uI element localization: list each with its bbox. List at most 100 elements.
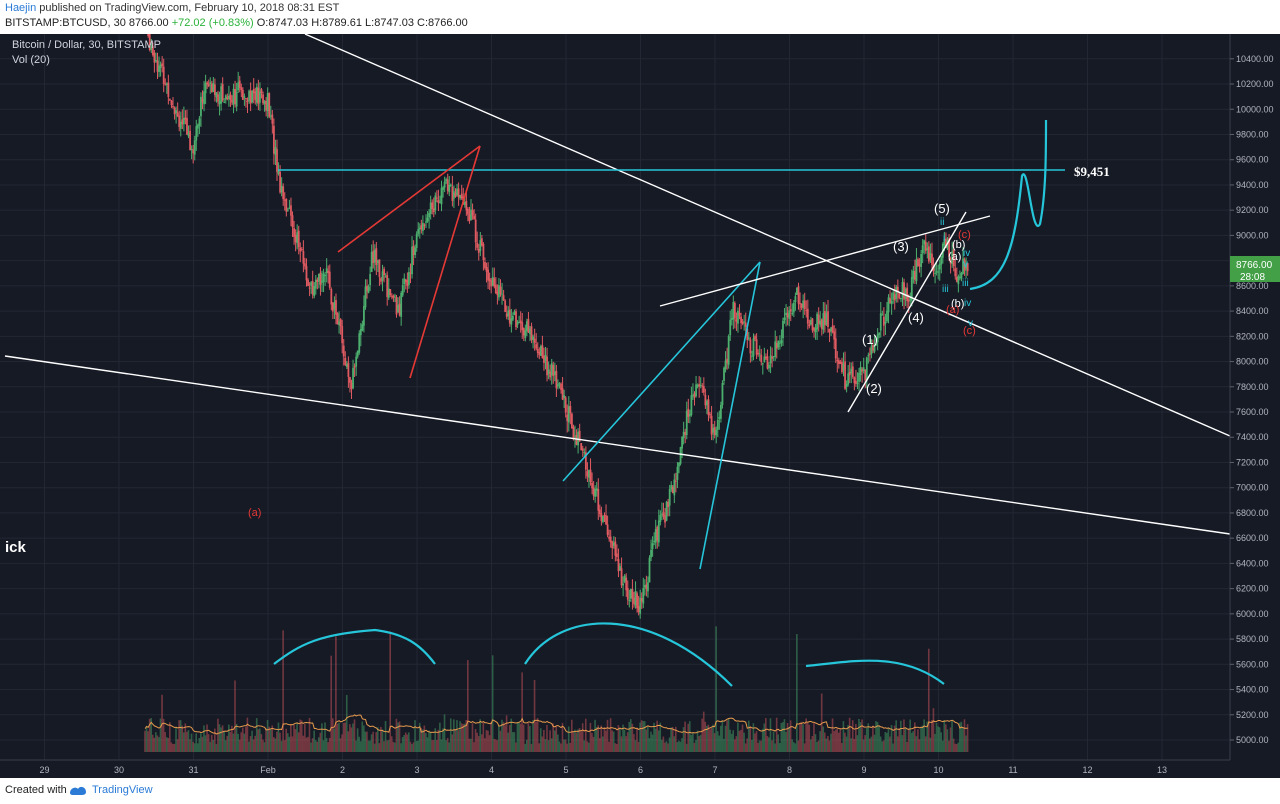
volume-bar — [763, 723, 766, 752]
tradingview-brand-link[interactable]: TradingView — [92, 784, 153, 796]
volume-bar — [636, 727, 638, 752]
volume-bar — [274, 738, 277, 752]
candle-body — [369, 274, 372, 286]
volume-bar — [243, 733, 246, 752]
time-axis-panel — [0, 760, 1280, 778]
candle-body — [311, 281, 314, 295]
candle-body — [487, 269, 489, 281]
candle-body — [920, 253, 923, 268]
candle-body — [262, 94, 264, 104]
candle-body — [496, 291, 499, 296]
candle-body — [872, 344, 874, 351]
candle-body — [286, 209, 289, 211]
price-tick-label: 10000.00 — [1236, 104, 1274, 114]
volume-bar — [296, 723, 298, 752]
candle-body — [356, 350, 359, 357]
volume-bar — [581, 723, 584, 752]
volume-bar — [828, 740, 831, 752]
candle-body — [159, 64, 162, 68]
volume-bar — [557, 734, 559, 752]
candle-body — [878, 332, 881, 335]
volume-bar — [546, 724, 548, 752]
volume-bar — [847, 725, 849, 752]
volume-bar — [305, 737, 308, 752]
candle-body — [276, 149, 278, 172]
volume-bar — [802, 724, 804, 752]
candle-body — [522, 328, 525, 336]
candle-body — [218, 101, 221, 105]
candle-body — [155, 60, 157, 62]
candle-body — [661, 513, 663, 515]
volume-bar — [144, 730, 146, 752]
candle-body — [749, 339, 752, 354]
volume-bar — [733, 739, 736, 752]
time-tick-label: Feb — [260, 765, 276, 775]
volume-bar — [772, 731, 775, 752]
candle-body — [308, 287, 311, 289]
volume-bar — [394, 742, 396, 752]
volume-bar — [539, 728, 542, 752]
candle-body — [914, 270, 916, 280]
wave-label: iii — [962, 278, 969, 289]
volume-bar — [353, 719, 356, 752]
candle-body — [594, 488, 597, 497]
volume-bar — [929, 737, 932, 752]
candle-body — [620, 568, 623, 586]
volume-bar — [431, 740, 433, 752]
candle-body — [844, 361, 846, 389]
candle-body — [195, 126, 198, 141]
volume-bar — [851, 720, 854, 752]
volume-bar — [418, 722, 421, 752]
author-link[interactable]: Haejin — [5, 2, 37, 14]
volume-bar — [300, 720, 303, 752]
candle-body — [765, 356, 767, 359]
footer: Created with TradingView — [0, 778, 1280, 804]
volume-bar — [314, 740, 317, 752]
candle-body — [591, 482, 593, 489]
candle-body — [682, 431, 685, 439]
volume-bar — [414, 720, 416, 752]
volume-bar — [406, 734, 409, 752]
volume-bar — [218, 724, 221, 752]
time-tick-label: 12 — [1082, 765, 1092, 775]
volume-bar — [650, 731, 652, 752]
volume-bar — [283, 740, 286, 752]
volume-bar — [743, 732, 745, 752]
time-tick-label: 11 — [1008, 765, 1017, 775]
wave-label: (4) — [908, 310, 924, 325]
volume-bar — [237, 733, 239, 752]
volume-bar — [456, 720, 458, 752]
volume-bar — [685, 743, 688, 752]
candle-body — [845, 383, 848, 388]
volume-bar — [845, 736, 848, 752]
candle-body — [507, 310, 510, 317]
volume-bar — [941, 740, 944, 752]
volume-bar — [198, 738, 201, 752]
candle-body — [240, 87, 243, 90]
volume-bar — [575, 732, 578, 752]
candle-body — [951, 251, 954, 265]
candle-body — [285, 198, 288, 212]
candle-body — [678, 462, 680, 467]
candle-body — [468, 214, 471, 221]
candle-body — [667, 501, 670, 508]
volume-bar — [873, 734, 876, 752]
volume-bar — [482, 722, 485, 752]
volume-bar — [757, 742, 759, 752]
wave-label: (b) — [951, 298, 964, 310]
volume-bar — [400, 743, 402, 752]
candle-body — [274, 147, 277, 155]
price-chart[interactable]: (a)(1)(2)(3)(4)(5)iiiiiiivv(a)(b)(c)(b)(… — [0, 34, 1280, 778]
candle-body — [255, 86, 258, 103]
volume-bar — [480, 734, 483, 752]
candle-body — [390, 295, 393, 297]
volume-bar — [834, 729, 837, 752]
volume-bar — [299, 719, 301, 752]
volume-bar — [476, 732, 478, 752]
price-tick-label: 9800.00 — [1236, 129, 1269, 139]
volume-bar — [918, 739, 921, 752]
volume-bar — [529, 726, 531, 752]
candle-body — [544, 355, 547, 361]
volume-bar — [162, 718, 165, 752]
candle-body — [493, 278, 496, 287]
